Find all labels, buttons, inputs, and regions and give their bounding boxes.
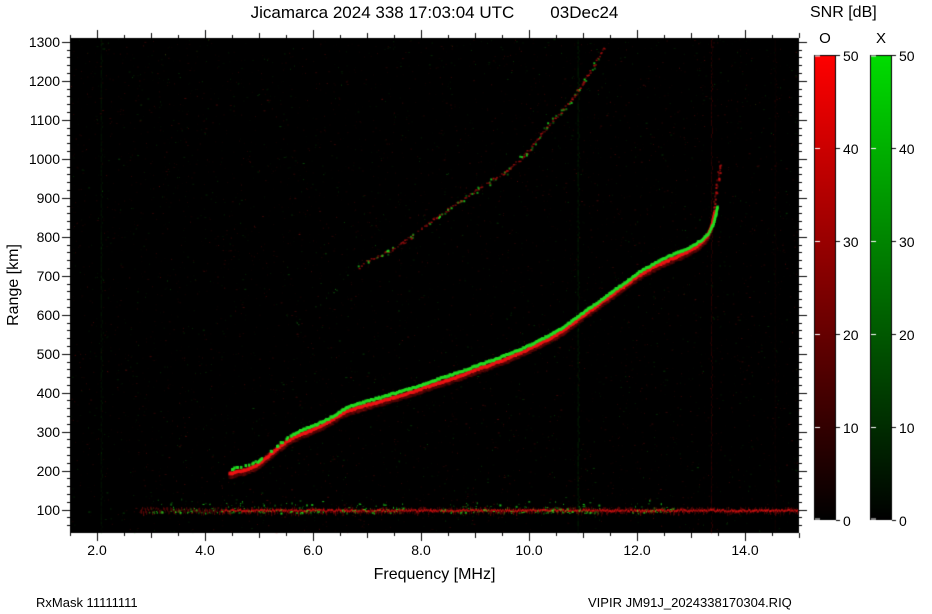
colorbar-tick-label: 30	[843, 233, 859, 250]
plot-title-date: 03Dec24	[550, 3, 619, 22]
x-tick-label: 2.0	[87, 542, 107, 558]
colorbar-tick-label: 0	[899, 512, 907, 529]
colorbar-tick-label: 0	[843, 512, 851, 529]
y-tick-label: 1000	[28, 150, 60, 167]
x-tick-label: 14.0	[731, 542, 759, 558]
file-annotation: VIPIR JM91J_2024338170304.RIQ	[588, 595, 792, 610]
colorbar-mode-label: O	[819, 30, 831, 47]
x-tick-label: 8.0	[411, 542, 431, 558]
colorbar-title: SNR [dB]	[810, 4, 877, 21]
colorbar-tick-label: 10	[899, 419, 915, 436]
colorbar-tick-label: 20	[899, 326, 915, 343]
y-tick-label: 100	[36, 501, 60, 518]
plot-title: Jicamarca 2024 338 17:03:04 UTC 03Dec24	[70, 3, 799, 23]
rxmask-annotation: RxMask 11111111	[36, 595, 138, 610]
y-tick-label: 500	[36, 345, 60, 362]
x-tick-label: 4.0	[195, 542, 215, 558]
colorbar-tick-label: 30	[899, 233, 915, 250]
y-tick-label: 700	[36, 267, 60, 284]
x-tick-label: 6.0	[303, 542, 323, 558]
y-tick-label: 600	[36, 306, 60, 323]
y-tick-label: 200	[36, 462, 60, 479]
colorbar-tick-label: 20	[843, 326, 859, 343]
y-tick-label: 1100	[29, 111, 60, 128]
colorbar-tick-label: 50	[843, 47, 859, 64]
x-tick-label: 10.0	[515, 542, 543, 558]
colorbar-tick-label: 40	[843, 140, 859, 157]
plot-title-main: Jicamarca 2024 338 17:03:04 UTC	[250, 3, 515, 22]
x-tick-label: 12.0	[623, 542, 651, 558]
y-tick-label: 1200	[28, 72, 60, 89]
y-tick-label: 900	[36, 189, 60, 206]
colorbar-tick-label: 50	[899, 47, 915, 64]
x-axis-title: Frequency [MHz]	[373, 566, 496, 583]
y-tick-label: 1300	[28, 33, 60, 50]
colorbar-tick-label: 40	[899, 140, 915, 157]
colorbar-tick-label: 10	[843, 419, 859, 436]
y-tick-label: 300	[36, 423, 60, 440]
y-tick-label: 400	[36, 384, 60, 401]
y-tick-label: 800	[36, 228, 60, 245]
colorbar-mode-label: X	[875, 30, 886, 47]
